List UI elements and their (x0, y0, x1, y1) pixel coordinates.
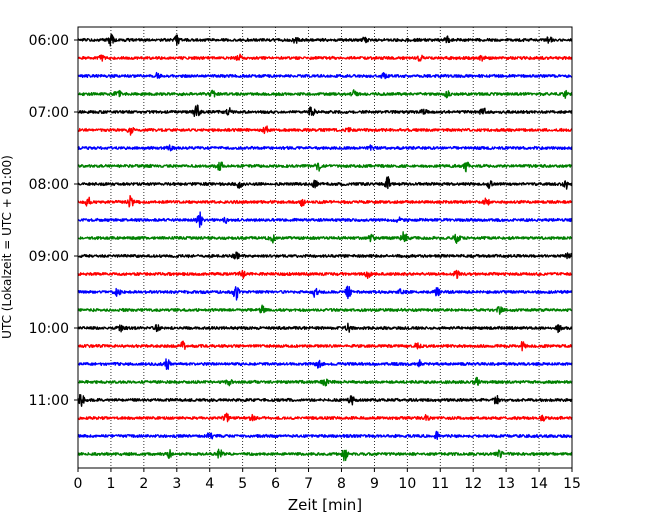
seismogram-trace-0900 (77, 251, 573, 260)
x-tick-label: 5 (238, 476, 247, 492)
seismogram-trace-0815 (77, 195, 573, 208)
seismogram-trace-1045 (77, 376, 573, 387)
seismogram-trace-0845 (77, 231, 573, 244)
y-tick-label: 09:00 (29, 249, 69, 265)
seismogram-trace-0700 (77, 104, 573, 118)
seismogram-trace-1100 (77, 393, 573, 407)
x-tick-label: 7 (304, 476, 313, 492)
seismogram-trace-1000 (77, 322, 573, 334)
trace-group (77, 33, 573, 462)
seismogram-trace-1030 (77, 358, 573, 370)
seismogram-trace-0715 (77, 125, 573, 136)
x-tick-label: 11 (431, 476, 449, 492)
seismogram-trace-1015 (77, 340, 573, 352)
seismogram-trace-0630 (77, 71, 573, 80)
x-axis-label: Zeit [min] (288, 496, 362, 514)
plot-frame (77, 26, 573, 469)
y-tick-label: 07:00 (29, 105, 69, 121)
seismogram-trace-0730 (77, 144, 573, 152)
x-tick-label: 1 (106, 476, 115, 492)
x-tick-label: 14 (530, 476, 548, 492)
x-tick-label: 0 (74, 476, 83, 492)
x-tick-label: 3 (172, 476, 181, 492)
seismogram-trace-0645 (77, 89, 573, 99)
seismogram-trace-1115 (77, 412, 573, 423)
seismogram-trace-0615 (77, 53, 573, 62)
x-tick-label: 8 (337, 476, 346, 492)
seismogram-trace-0945 (77, 304, 573, 315)
seismogram-trace-0915 (77, 269, 573, 280)
x-tick-label: 10 (398, 476, 416, 492)
x-tick-label: 2 (139, 476, 148, 492)
y-tick-label: 11:00 (29, 393, 69, 409)
seismogram-trace-0930 (77, 285, 573, 301)
seismogram-trace-1130 (77, 430, 573, 441)
y-tick-label: 06:00 (29, 33, 69, 49)
x-tick-label: 9 (370, 476, 379, 492)
y-tick-label: 10:00 (29, 321, 69, 337)
y-tick-label: 08:00 (29, 177, 69, 193)
seismogram-trace-1145 (77, 448, 573, 462)
x-axis: 0 1 2 3 4 5 6 7 8 9 10 11 12 13 14 15 (74, 468, 581, 492)
x-tick-label: 12 (464, 476, 482, 492)
x-tick-label: 13 (497, 476, 515, 492)
seismogram-trace-0745 (77, 161, 573, 173)
seismogram-trace-0600 (77, 33, 573, 47)
seismogram-trace-0800 (77, 176, 573, 190)
y-axis: 06:00 07:00 08:00 09:00 10:00 11:00 (29, 33, 78, 409)
y-axis-label: UTC (Lokalzeit = UTC + 01:00) (0, 155, 14, 339)
x-tick-label: 4 (205, 476, 214, 492)
seismogram-trace-0830 (77, 211, 573, 228)
x-tick-label: 6 (271, 476, 280, 492)
x-tick-label: 15 (563, 476, 581, 492)
